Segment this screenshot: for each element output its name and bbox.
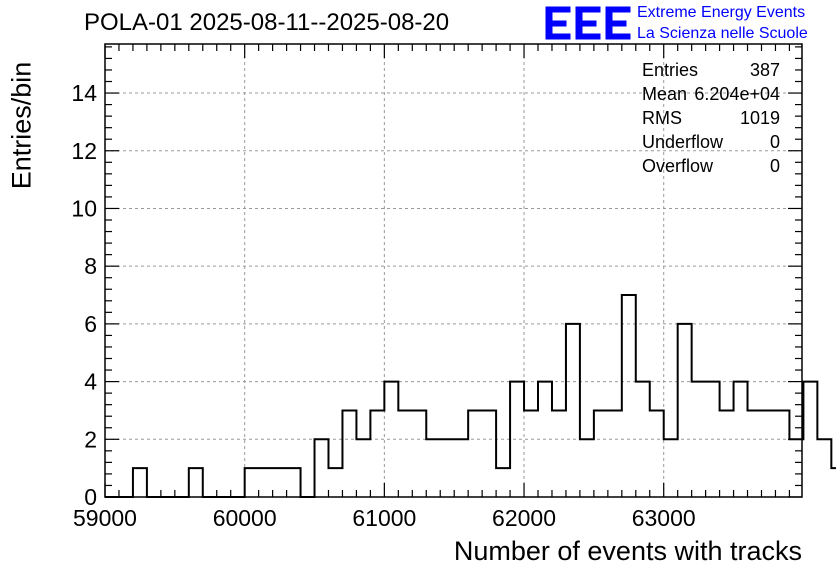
histogram-bin: [566, 324, 580, 497]
x-tick-label: 63000: [632, 505, 696, 531]
y-tick-label: 4: [84, 369, 97, 395]
histogram-bin: [650, 410, 664, 497]
x-tick-label: 61000: [352, 505, 416, 531]
histogram-bin: [748, 410, 762, 497]
histogram-bin: [496, 468, 510, 497]
y-tick-label: 6: [84, 311, 97, 337]
stats-row-rms: RMS 1019: [642, 106, 780, 130]
y-tick-label: 10: [71, 195, 97, 221]
logo-caption: Extreme Energy Events La Scienza nelle S…: [637, 2, 808, 44]
histogram-bars: [105, 294, 836, 498]
histogram-bin: [273, 468, 287, 497]
histogram-bin: [608, 410, 622, 497]
grid-lines: [105, 44, 802, 497]
stats-row-mean: Mean 6.204e+04: [642, 82, 780, 106]
stats-box: Entries 387 Mean 6.204e+04 RMS 1019 Underfl…: [642, 58, 780, 178]
y-tick-label: 8: [84, 253, 97, 279]
stats-label: Underflow: [642, 132, 724, 152]
stats-label: Entries: [642, 60, 699, 80]
histogram-bin: [524, 410, 538, 497]
plot-frame: [104, 43, 803, 498]
histogram-bin: [356, 439, 370, 497]
eee-logo: [545, 6, 631, 40]
histogram-bin: [510, 382, 524, 497]
histogram-bin: [817, 439, 831, 497]
stats-value: 0: [769, 132, 780, 152]
stats-value: 0: [769, 156, 780, 176]
histogram-outline: [105, 294, 836, 498]
logo-line-2: La Scienza nelle Scuole: [637, 25, 808, 42]
logo-letter-e-3: [605, 6, 631, 40]
stats-row-underflow: Underflow 0: [642, 130, 780, 154]
histogram-bin: [398, 410, 412, 497]
stats-value: 387: [749, 60, 780, 80]
histogram-bin: [622, 295, 636, 497]
x-tick-label: 60000: [213, 505, 277, 531]
histogram-bin: [761, 410, 775, 497]
histogram-bin: [831, 468, 836, 497]
histogram-bin: [342, 410, 356, 497]
x-axis: 59000 60000 61000 62000 63000: [73, 44, 791, 531]
x-axis-label: Number of events with tracks: [453, 536, 802, 566]
histogram-bin: [803, 382, 817, 497]
y-tick-label: 0: [84, 484, 97, 510]
histogram-bin: [538, 382, 552, 497]
y-axis: 0 2 4 6 8 10 12 14: [71, 46, 802, 510]
histogram-bin: [775, 410, 789, 497]
histogram-bin: [720, 410, 734, 497]
x-tick-label: 62000: [492, 505, 556, 531]
chart-title: POLA-01 2025-08-11--2025-08-20: [84, 9, 450, 36]
histogram-bin: [370, 410, 384, 497]
histogram-bin: [133, 468, 147, 497]
histogram-bin: [552, 410, 566, 497]
histogram-bin: [259, 468, 273, 497]
histogram-bin: [594, 410, 608, 497]
y-tick-label: 2: [84, 426, 97, 452]
histogram-bin: [580, 439, 594, 497]
histogram-bin: [315, 439, 329, 497]
stats-value: 6.204e+04: [694, 84, 780, 104]
histogram-bin: [245, 468, 259, 497]
stats-label: RMS: [642, 108, 682, 128]
histogram-bin: [189, 468, 203, 497]
histogram-bin: [482, 410, 496, 497]
histogram-bin: [384, 382, 398, 497]
y-tick-label: 12: [71, 138, 97, 164]
stats-label: Mean: [642, 84, 688, 104]
logo-line-1: Extreme Energy Events: [637, 4, 806, 21]
y-axis-label: Entries/bin: [6, 61, 37, 190]
histogram-bin: [440, 439, 454, 497]
stats-label: Overflow: [642, 156, 714, 176]
stats-row-overflow: Overflow 0: [642, 154, 780, 178]
histogram-bin: [692, 382, 706, 497]
histogram-bin: [636, 382, 650, 497]
histogram-bin: [664, 439, 678, 497]
histogram-bin: [678, 324, 692, 497]
stats-row-entries: Entries 387: [642, 58, 780, 82]
histogram-bin: [412, 410, 426, 497]
histogram-bin: [426, 439, 440, 497]
histogram-bin: [706, 382, 720, 497]
histogram-bin: [734, 382, 748, 497]
histogram-bin: [287, 468, 301, 497]
logo-letter-e-1: [545, 6, 571, 40]
histogram-bin: [468, 410, 482, 497]
stats-value: 1019: [739, 108, 780, 128]
logo-letter-e-2: [575, 6, 601, 40]
y-tick-label: 14: [71, 80, 97, 106]
histogram-bin: [454, 439, 468, 497]
x-tick-label: 59000: [73, 505, 137, 531]
histogram-bin: [328, 468, 342, 497]
